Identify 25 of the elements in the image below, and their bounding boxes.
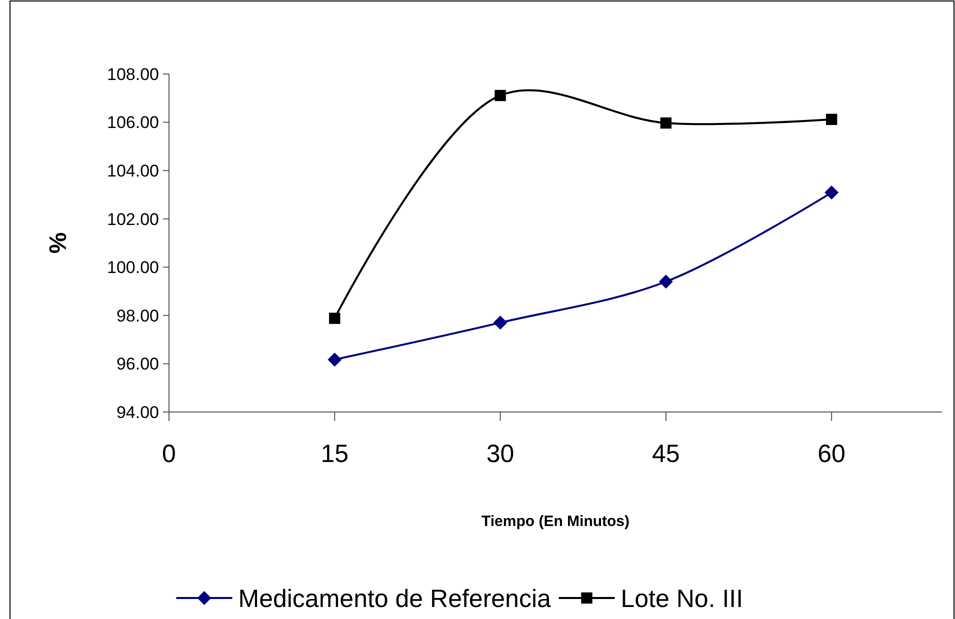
y-tick-label: 98.00 bbox=[116, 306, 159, 326]
x-tick-label: 30 bbox=[486, 440, 514, 468]
point bbox=[824, 186, 839, 200]
y-tick-label: 104.00 bbox=[107, 162, 159, 181]
point bbox=[658, 274, 673, 289]
y-tick-label: 96.00 bbox=[116, 354, 159, 374]
y-tick-label: 94.00 bbox=[116, 402, 159, 422]
y-axis-title: % bbox=[45, 232, 72, 254]
legend-label: Lote No. III bbox=[620, 584, 744, 613]
x-tick-label: 15 bbox=[320, 440, 349, 468]
x-tick-label: 0 bbox=[162, 440, 176, 468]
point bbox=[328, 352, 342, 367]
point bbox=[329, 312, 340, 324]
y-tick-label: 102.00 bbox=[107, 210, 159, 229]
point bbox=[826, 114, 838, 125]
x-axis-title: Tiempo (En Minutos) bbox=[481, 513, 630, 530]
legend-label: Medicamento de Referencia bbox=[238, 584, 552, 613]
point bbox=[494, 90, 506, 102]
y-tick-label: 108.00 bbox=[107, 64, 159, 84]
x-tick-label: 60 bbox=[818, 440, 846, 468]
y-tick-label: 106.00 bbox=[107, 113, 159, 132]
point bbox=[493, 316, 508, 330]
x-tick-label: 45 bbox=[652, 440, 680, 468]
y-tick-label: 100.00 bbox=[107, 258, 159, 278]
point bbox=[660, 117, 672, 129]
